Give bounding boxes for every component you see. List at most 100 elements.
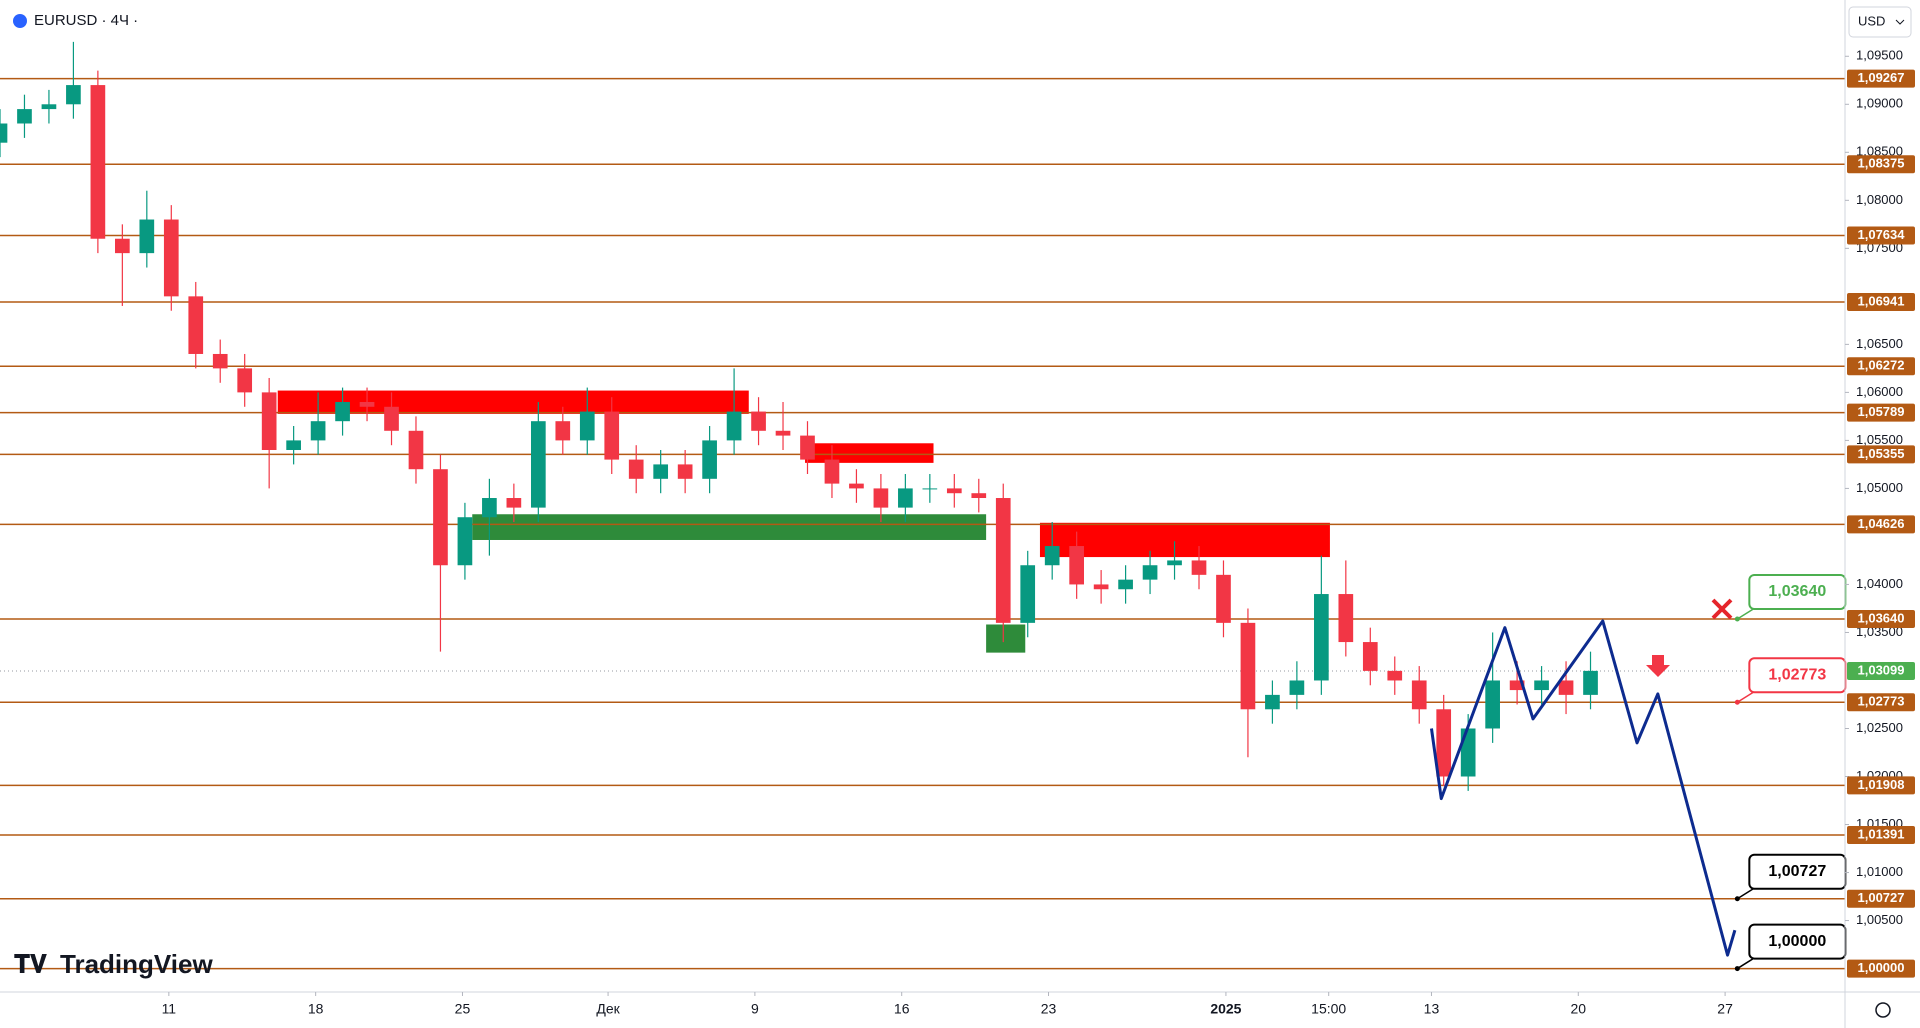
zone [472,514,987,540]
callout-pointer [1736,608,1754,620]
y-tick-label: 1,06500 [1856,336,1903,351]
x-tick-label: 27 [1717,1001,1733,1017]
candle-body [286,440,301,451]
candle-body [726,411,742,441]
y-tick-label: 1,08000 [1856,192,1903,207]
y-tick-label: 1,05000 [1856,480,1903,495]
candle-body [17,109,32,124]
candle-body [212,353,228,369]
candle-body [506,498,522,508]
candle-body [1167,560,1182,566]
x-tick-label: 11 [162,1001,177,1017]
candle-body [775,430,791,436]
candle-body [1460,728,1476,777]
currency-label[interactable]: USD [1858,13,1885,28]
level-tag [1847,959,1915,978]
zone [805,443,934,463]
candle-body [677,464,693,479]
y-tick-label: 1,02500 [1856,720,1903,735]
candle-body [384,406,399,431]
candle-body [1093,584,1109,590]
candle-body [922,488,938,490]
level-tag-label: 1,00000 [1858,960,1905,975]
candle-body [604,411,620,460]
candle-body [751,411,766,431]
y-tick-label: 1,08500 [1856,144,1903,159]
y-tick-label: 1,09500 [1856,48,1903,63]
level-tag [1847,403,1915,422]
candle-body [1216,574,1231,623]
candle-body [90,85,106,239]
logo-text: TradingView [60,949,213,979]
symbol-icon [13,14,27,28]
candle-body [482,498,497,518]
current-price-label: 1,03099 [1858,662,1905,677]
x-tick-label: 25 [455,1001,471,1017]
candle-body [1436,709,1452,777]
callout-pointer [1736,957,1754,970]
level-tag-label: 1,04626 [1858,516,1905,531]
y-tick-label: 1,04000 [1856,576,1903,591]
zone [986,624,1026,653]
candle-body [628,459,644,479]
x-tick-label: 16 [894,1001,910,1017]
candle-body [1118,579,1133,590]
candle-body [849,483,864,489]
candle-body [1142,565,1158,580]
y-tick-label: 1,05500 [1856,432,1903,447]
candle-body [1191,560,1207,575]
candle-body [946,488,962,494]
x-tick-label: 9 [751,1001,759,1017]
candle-body [800,435,815,460]
x-tick-label: 20 [1570,1001,1586,1017]
x-tick-label: 18 [308,1001,324,1017]
level-tag [1847,69,1915,88]
dropdown-icon [1895,19,1905,25]
projection-line [1429,619,1737,957]
candle-body [433,469,448,566]
level-tag-label: 1,05789 [1858,404,1905,419]
plot-layer: 1,03640 1,02773 1,00727 1,00000 [0,41,1847,972]
level-tag-label: 1,09267 [1858,70,1905,85]
zone [1039,522,1330,558]
candle-body [1362,642,1378,671]
candle-body [530,421,546,508]
level-tag [1847,776,1915,795]
symbol-title[interactable]: EURUSD · 4Ч · [34,12,138,29]
settings-icon[interactable] [1875,1002,1891,1018]
candle-body [1289,680,1305,695]
candle-body [995,498,1011,623]
candle-body [163,219,179,297]
level-tag [1847,445,1915,464]
callout-label: 1,03640 [1768,583,1826,600]
candle-body [1044,546,1060,566]
level-tag-label: 1,08375 [1858,156,1905,171]
cancel-marker [1711,598,1733,620]
candle-body [310,421,326,441]
y-tick-label: 1,01000 [1856,864,1903,879]
level-tag [1847,293,1915,312]
x-tick-label: 15:00 [1311,1001,1346,1017]
candle-body [1534,680,1549,691]
x-tick-label: Дек [596,1001,620,1017]
level-tag [1847,610,1915,629]
candle-body [359,401,375,407]
level-tag [1847,693,1915,712]
candle-body [1240,622,1256,710]
candle-body [1509,680,1525,691]
level-tag-label: 1,06941 [1858,293,1905,308]
candle-body [139,219,155,254]
candle-body [898,488,913,508]
callout-pointer [1736,888,1754,900]
candle-body [555,421,571,441]
candle-body [115,238,130,254]
currency-select[interactable] [1848,6,1912,38]
level-tag [1847,889,1915,908]
level-tag [1847,155,1915,174]
candle-body [1485,680,1500,729]
candle-body [335,401,350,422]
candle-body [1069,546,1084,585]
candle-body [408,430,424,470]
